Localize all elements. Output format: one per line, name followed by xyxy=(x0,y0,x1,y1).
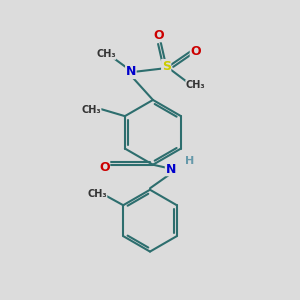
Text: CH₃: CH₃ xyxy=(81,105,101,115)
Text: O: O xyxy=(99,161,110,174)
Text: O: O xyxy=(190,45,201,58)
Text: CH₃: CH₃ xyxy=(186,80,206,90)
Text: S: S xyxy=(162,60,171,73)
Text: CH₃: CH₃ xyxy=(87,189,107,199)
Text: N: N xyxy=(165,163,176,176)
Text: CH₃: CH₃ xyxy=(96,49,116,59)
Text: N: N xyxy=(126,65,136,79)
Text: H: H xyxy=(185,156,194,166)
Text: O: O xyxy=(154,29,164,42)
